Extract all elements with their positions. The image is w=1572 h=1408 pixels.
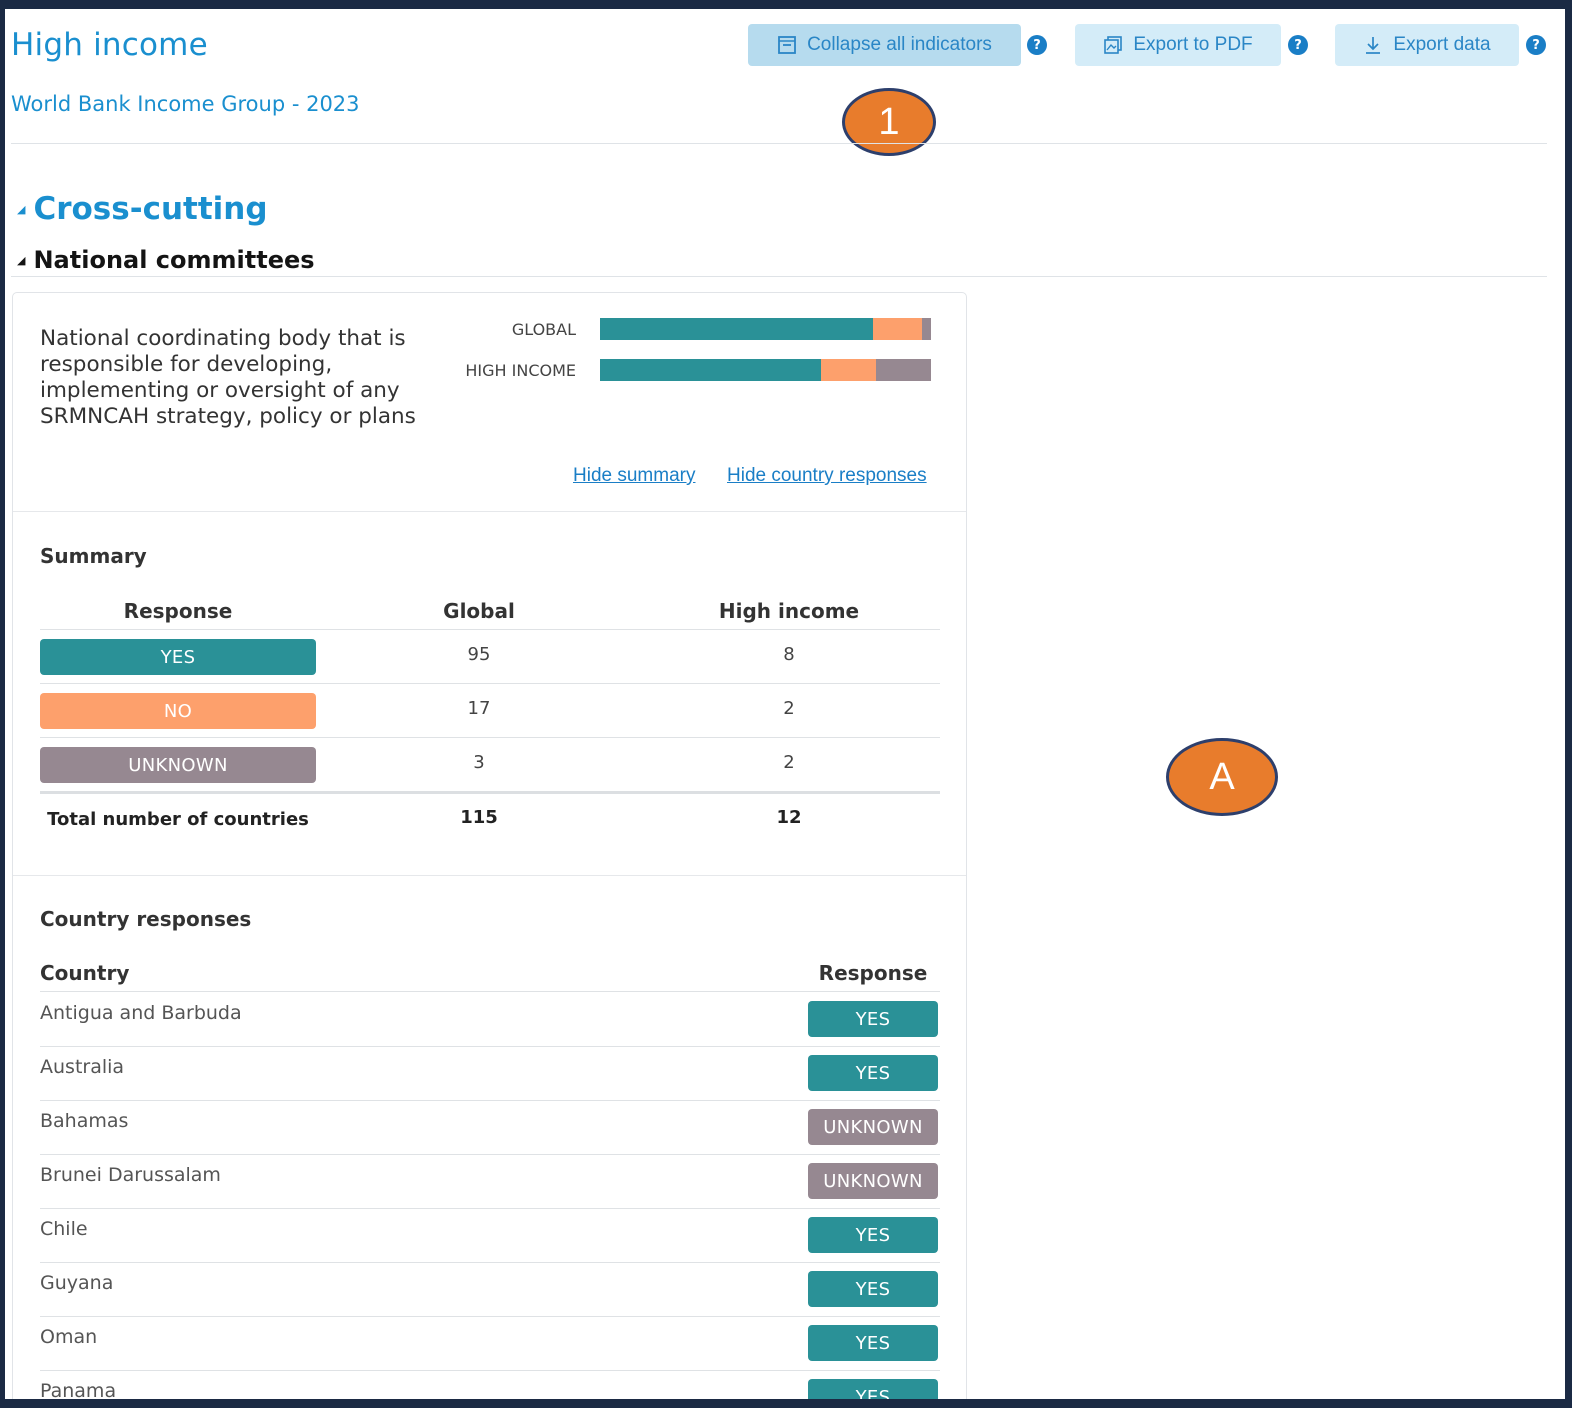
summary-title: Summary <box>40 544 147 568</box>
export-data-button[interactable]: Export data <box>1335 24 1519 66</box>
country-response-badge: UNKNOWN <box>808 1163 938 1199</box>
summary-total-high-income: 12 <box>776 807 802 828</box>
section-cross-cutting[interactable]: ◢ Cross-cutting <box>17 191 268 227</box>
table-rule <box>40 991 940 992</box>
collapse-caret-icon: ◢ <box>17 253 26 267</box>
summary-total-global: 115 <box>460 807 498 828</box>
section-national-committees[interactable]: ◢ National committees <box>17 246 315 274</box>
table-rule <box>40 1208 940 1209</box>
bar-segment-yes <box>600 359 821 381</box>
country-name: Guyana <box>40 1272 114 1294</box>
bar-segment-no <box>820 359 876 381</box>
collapse-all-label: Collapse all indicators <box>807 34 992 55</box>
export-data-label: Export data <box>1393 34 1491 55</box>
summary-cell-high-income: 2 <box>783 698 795 719</box>
help-icon[interactable]: ? <box>1027 35 1047 55</box>
summary-cell-high-income: 2 <box>783 752 795 773</box>
summary-header-global: Global <box>443 599 515 623</box>
country-name: Oman <box>40 1326 98 1348</box>
table-rule <box>40 737 940 738</box>
card-divider <box>13 511 966 512</box>
country-response-badge: YES <box>808 1379 938 1399</box>
country-name: Chile <box>40 1218 88 1240</box>
country-responses-title: Country responses <box>40 907 252 931</box>
header-divider <box>11 143 1547 144</box>
summary-cell-global: 3 <box>473 752 485 773</box>
table-rule-total <box>40 791 940 794</box>
table-rule <box>40 1316 940 1317</box>
country-response-badge: YES <box>808 1325 938 1361</box>
hide-summary-link[interactable]: Hide summary <box>573 465 696 486</box>
bar-label-global: GLOBAL <box>511 320 576 339</box>
bar-label-high-income: HIGH INCOME <box>465 361 576 380</box>
bar-global <box>600 318 931 340</box>
country-name: Bahamas <box>40 1110 129 1132</box>
country-name: Panama <box>40 1380 117 1399</box>
response-header: Response <box>818 961 928 985</box>
country-response-badge: YES <box>808 1055 938 1091</box>
table-rule <box>40 1046 940 1047</box>
callout-marker-a: A <box>1166 738 1278 816</box>
summary-header-response: Response <box>123 599 233 623</box>
export-pdf-button[interactable]: Export to PDF <box>1075 24 1281 66</box>
table-rule <box>40 1154 940 1155</box>
bar-segment-yes <box>600 318 874 340</box>
help-icon[interactable]: ? <box>1526 35 1546 55</box>
collapse-caret-icon: ◢ <box>17 202 26 216</box>
country-response-badge: YES <box>808 1001 938 1037</box>
summary-cell-high-income: 8 <box>783 644 795 665</box>
table-rule <box>40 683 940 684</box>
indicator-card: National coordinating body that is respo… <box>12 292 967 1399</box>
section-cross-cutting-label: Cross-cutting <box>33 191 268 227</box>
callout-marker-1: 1 <box>842 88 936 156</box>
country-header: Country <box>40 961 130 985</box>
bar-segment-unknown <box>875 359 931 381</box>
table-rule <box>40 629 940 630</box>
country-name: Brunei Darussalam <box>40 1164 221 1186</box>
pdf-icon <box>1104 36 1123 54</box>
section-national-committees-label: National committees <box>33 246 315 274</box>
summary-pill-yes: YES <box>40 639 316 675</box>
download-icon <box>1366 37 1381 54</box>
collapse-icon <box>778 36 796 54</box>
bar-segment-unknown <box>922 318 931 340</box>
summary-cell-global: 95 <box>467 644 491 665</box>
export-pdf-label: Export to PDF <box>1133 34 1253 55</box>
summary-pill-unknown: UNKNOWN <box>40 747 316 783</box>
country-name: Australia <box>40 1056 125 1078</box>
table-rule <box>40 1370 940 1371</box>
summary-total-label: Total number of countries <box>47 809 309 830</box>
bar-high-income <box>600 359 931 381</box>
summary-cell-global: 17 <box>467 698 491 719</box>
collapse-all-button[interactable]: Collapse all indicators <box>748 24 1021 66</box>
table-rule <box>40 1262 940 1263</box>
country-response-badge: UNKNOWN <box>808 1109 938 1145</box>
summary-pill-no: NO <box>40 693 316 729</box>
country-response-badge: YES <box>808 1271 938 1307</box>
summary-header-high-income: High income <box>718 599 860 623</box>
page-frame: High income World Bank Income Group - 20… <box>5 9 1565 1399</box>
table-rule <box>40 1100 940 1101</box>
country-response-badge: YES <box>808 1217 938 1253</box>
page-subtitle: World Bank Income Group - 2023 <box>11 92 360 116</box>
help-icon[interactable]: ? <box>1288 35 1308 55</box>
page-title: High income <box>11 27 208 63</box>
card-divider <box>13 875 966 876</box>
bar-segment-no <box>873 318 923 340</box>
country-name: Antigua and Barbuda <box>40 1002 242 1024</box>
section-divider <box>11 276 1547 277</box>
hide-country-responses-link[interactable]: Hide country responses <box>727 465 927 486</box>
indicator-description: National coordinating body that is respo… <box>40 326 416 429</box>
